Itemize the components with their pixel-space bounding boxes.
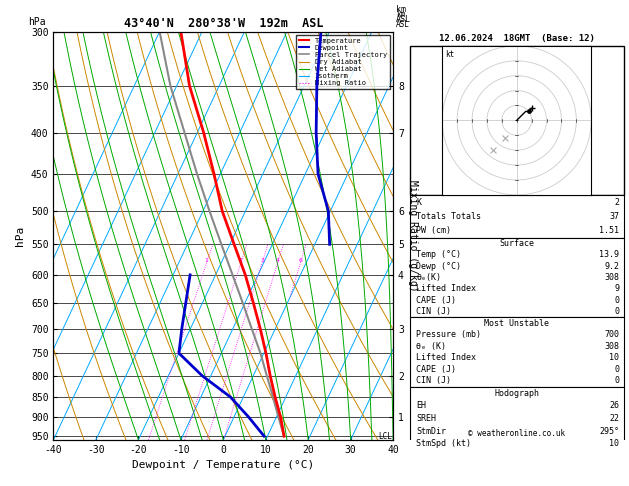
Text: 4: 4 <box>276 258 280 263</box>
Text: CIN (J): CIN (J) <box>416 307 452 316</box>
Text: 295°: 295° <box>599 427 620 435</box>
Text: 700: 700 <box>604 330 620 339</box>
Text: LCL: LCL <box>378 433 392 441</box>
Text: Pressure (mb): Pressure (mb) <box>416 330 481 339</box>
Text: Surface: Surface <box>499 239 534 248</box>
Text: Temp (°C): Temp (°C) <box>416 250 461 260</box>
Text: EH: EH <box>416 401 426 410</box>
Text: 0: 0 <box>615 307 620 316</box>
Text: CIN (J): CIN (J) <box>416 377 452 385</box>
Text: © weatheronline.co.uk: © weatheronline.co.uk <box>468 429 565 438</box>
Text: Most Unstable: Most Unstable <box>484 319 549 328</box>
Text: 3: 3 <box>260 258 264 263</box>
Text: 1.51: 1.51 <box>599 226 620 235</box>
Text: 308: 308 <box>604 342 620 351</box>
Text: 22: 22 <box>610 414 620 423</box>
Text: 13.9: 13.9 <box>599 250 620 260</box>
Text: 12.06.2024  18GMT  (Base: 12): 12.06.2024 18GMT (Base: 12) <box>439 34 594 43</box>
Legend: Temperature, Dewpoint, Parcel Trajectory, Dry Adiabat, Wet Adiabat, Isotherm, Mi: Temperature, Dewpoint, Parcel Trajectory… <box>296 35 389 89</box>
Text: PW (cm): PW (cm) <box>416 226 452 235</box>
Text: Lifted Index: Lifted Index <box>416 284 476 294</box>
Bar <box>409 195 624 238</box>
Text: 10: 10 <box>610 439 620 448</box>
X-axis label: Dewpoint / Temperature (°C): Dewpoint / Temperature (°C) <box>132 460 314 470</box>
Y-axis label: Mixing Ratio (g/kg): Mixing Ratio (g/kg) <box>408 180 418 292</box>
Text: StmSpd (kt): StmSpd (kt) <box>416 439 471 448</box>
Text: 1: 1 <box>204 258 208 263</box>
Text: 2: 2 <box>615 197 620 207</box>
Text: 37: 37 <box>610 212 620 221</box>
Title: 43°40'N  280°38'W  192m  ASL: 43°40'N 280°38'W 192m ASL <box>123 17 323 31</box>
Bar <box>409 387 624 450</box>
Text: K: K <box>416 197 421 207</box>
Text: 2: 2 <box>239 258 243 263</box>
Text: 0: 0 <box>615 365 620 374</box>
Text: θₑ (K): θₑ (K) <box>416 342 447 351</box>
Text: 9.2: 9.2 <box>604 261 620 271</box>
Text: 6: 6 <box>298 258 303 263</box>
Text: 9: 9 <box>615 284 620 294</box>
Y-axis label: hPa: hPa <box>16 226 25 246</box>
Text: 308: 308 <box>604 273 620 282</box>
Bar <box>409 46 624 195</box>
Text: hPa: hPa <box>28 17 46 27</box>
Text: kt: kt <box>445 51 454 59</box>
Text: 0: 0 <box>615 377 620 385</box>
Text: Dewp (°C): Dewp (°C) <box>416 261 461 271</box>
Text: CAPE (J): CAPE (J) <box>416 365 456 374</box>
Text: km
ASL: km ASL <box>396 10 410 29</box>
Text: km
ASL: km ASL <box>396 5 411 24</box>
Text: 0: 0 <box>615 296 620 305</box>
Text: 26: 26 <box>610 401 620 410</box>
Bar <box>409 317 624 387</box>
Text: SREH: SREH <box>416 414 437 423</box>
Text: θₑ(K): θₑ(K) <box>416 273 442 282</box>
Text: CAPE (J): CAPE (J) <box>416 296 456 305</box>
Text: Totals Totals: Totals Totals <box>416 212 481 221</box>
Bar <box>409 238 624 317</box>
Text: Lifted Index: Lifted Index <box>416 353 476 363</box>
Text: StmDir: StmDir <box>416 427 447 435</box>
Text: Hodograph: Hodograph <box>494 389 539 398</box>
Text: 10: 10 <box>610 353 620 363</box>
